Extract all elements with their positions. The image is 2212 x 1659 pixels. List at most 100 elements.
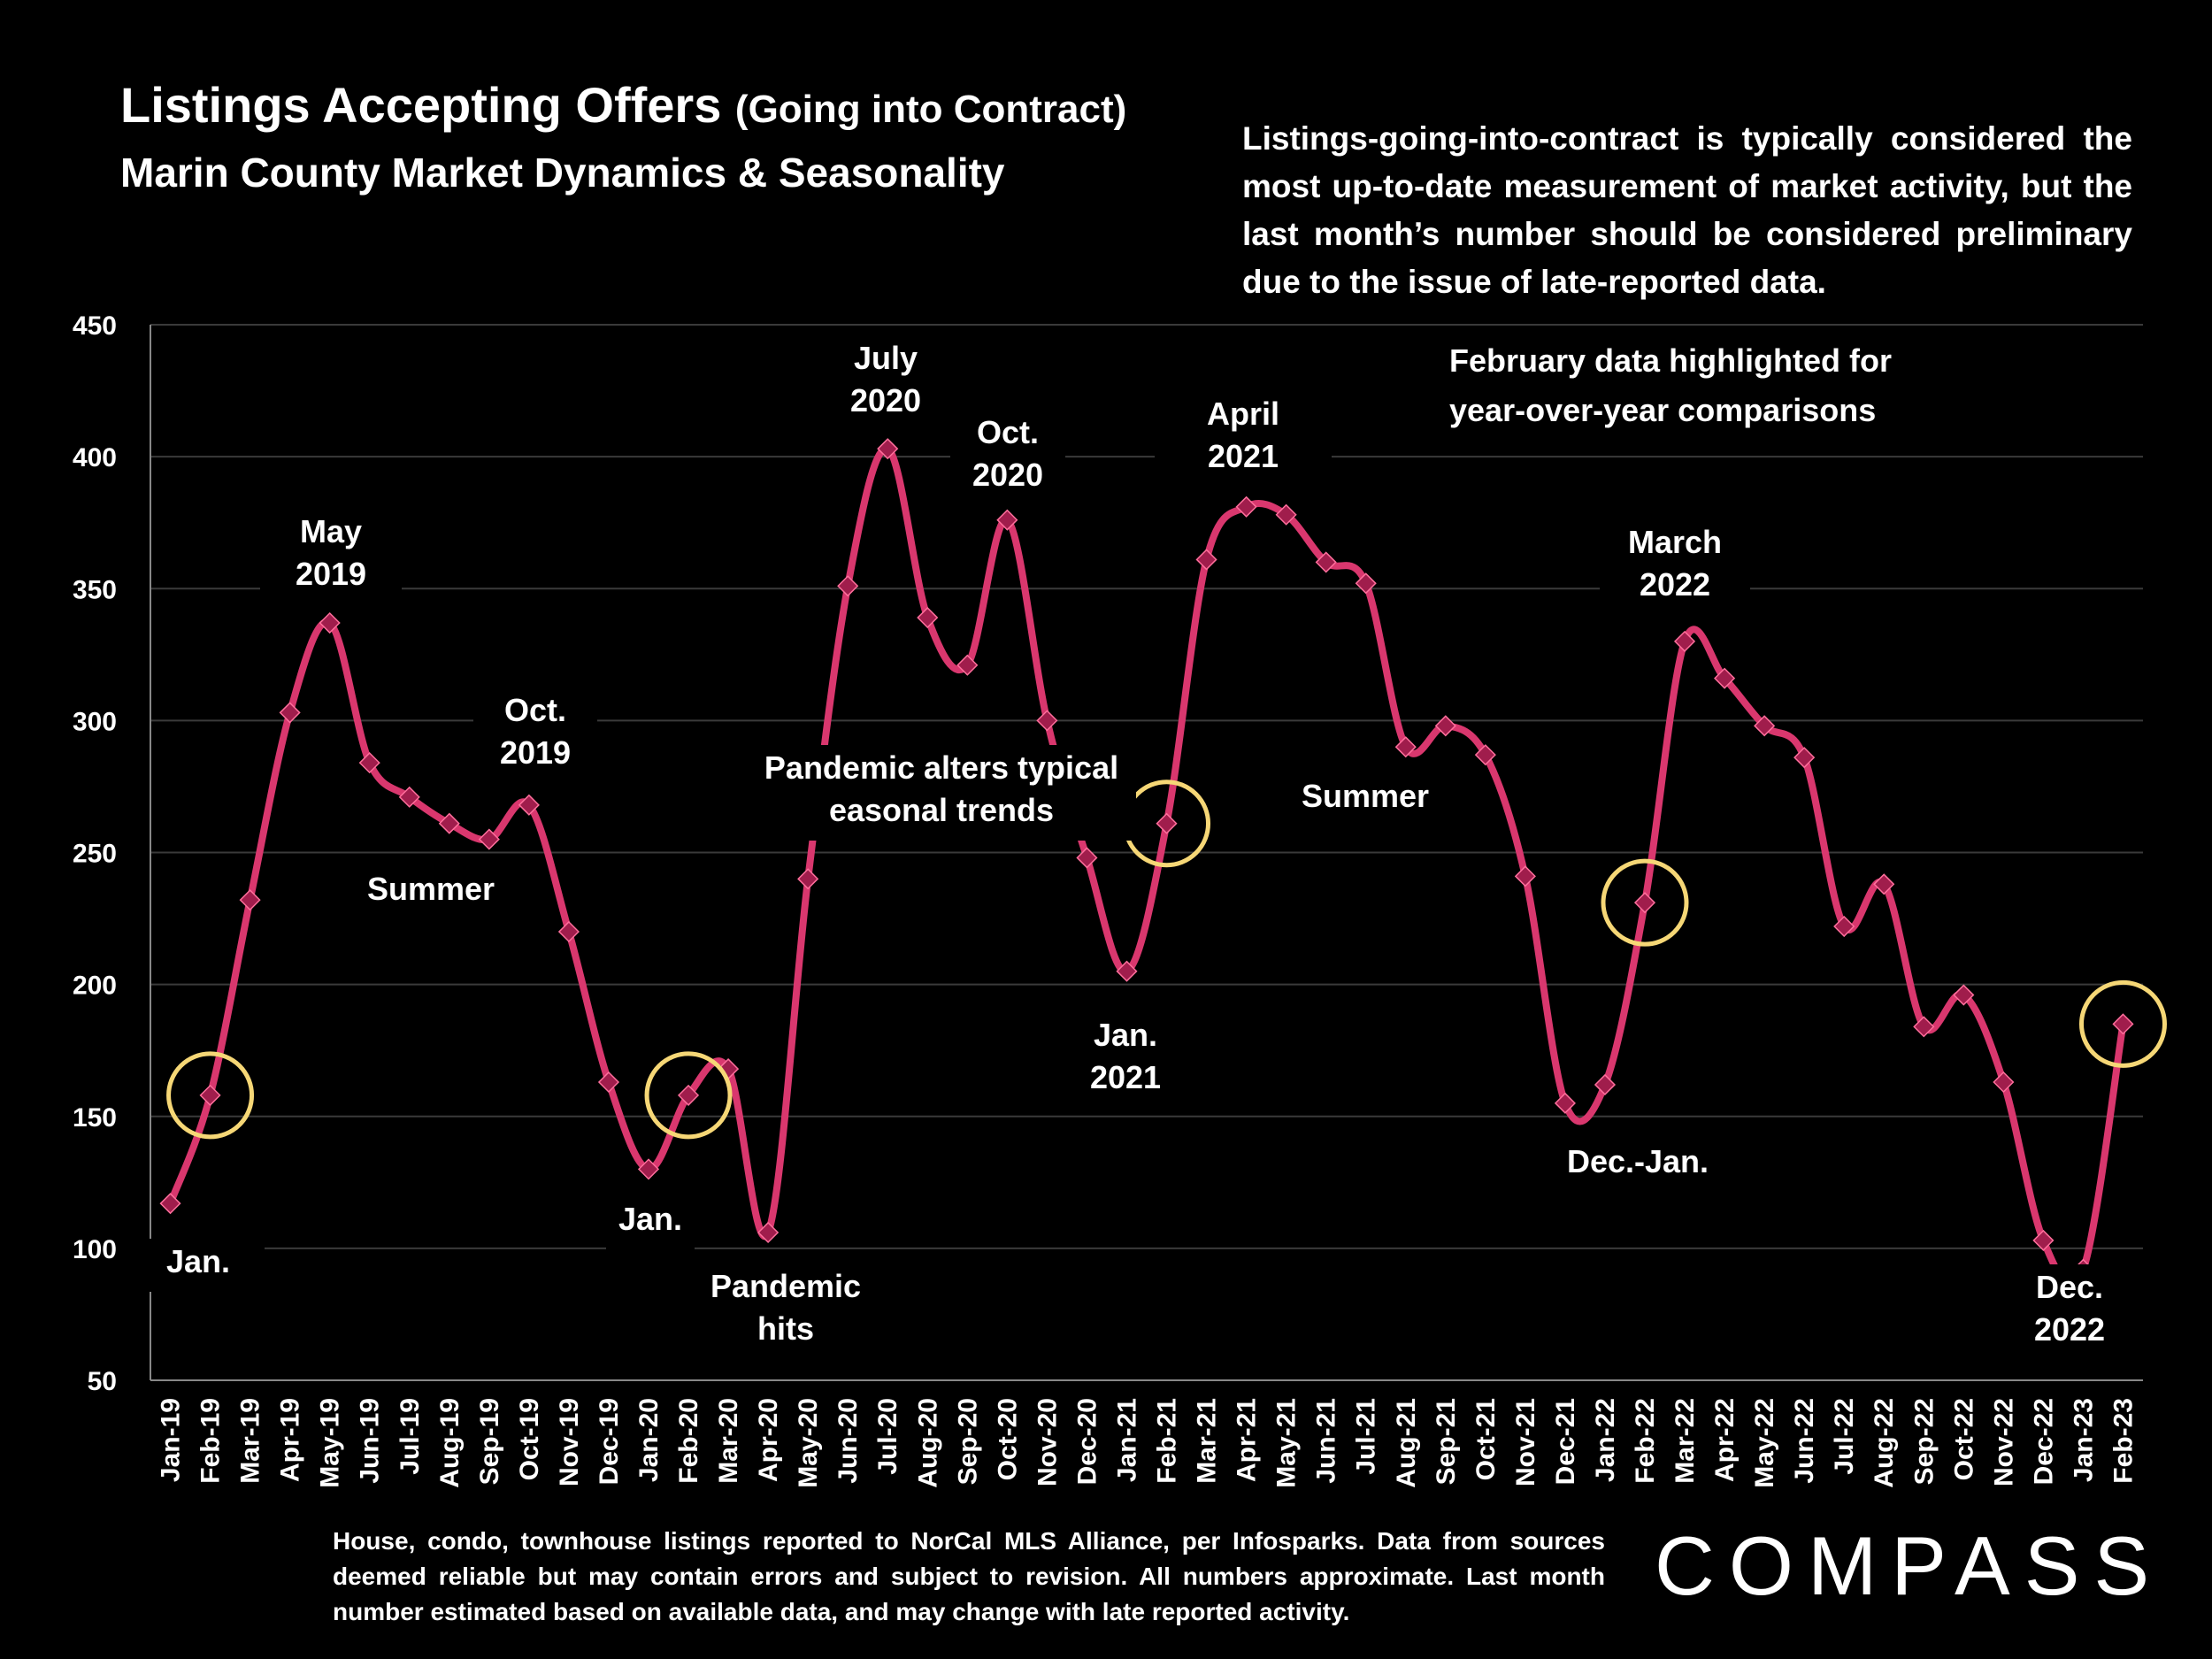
- x-tick-label: Apr-20: [754, 1398, 783, 1482]
- annotation-text: May: [300, 513, 362, 549]
- x-tick-label: Jun-20: [833, 1398, 863, 1484]
- annotation-text: April: [1207, 396, 1279, 432]
- data-point-Nov-22: [1993, 1071, 2015, 1094]
- x-tick-label: Jan-23: [2069, 1398, 2098, 1482]
- chart-title-main: Listings Accepting Offers: [120, 77, 722, 133]
- data-point-Jun-20: [837, 575, 859, 597]
- annotation-text: Pandemic: [710, 1268, 861, 1304]
- x-tick-label: Mar-19: [236, 1398, 265, 1484]
- annotation-text: Jan.: [166, 1243, 230, 1279]
- y-tick-label: 200: [73, 972, 117, 1001]
- x-tick-label: May-21: [1272, 1398, 1302, 1488]
- y-axis: 50 100 150 200 250 300 350 400 450: [73, 311, 151, 1396]
- x-tick-label: Oct-22: [1949, 1398, 1978, 1480]
- x-tick-label: Jan-20: [634, 1398, 664, 1482]
- annotation: Dec. 2022: [2016, 1264, 2123, 1360]
- data-point-Apr-20: [757, 1221, 780, 1244]
- chart-subtitle: Marin County Market Dynamics & Seasonali…: [120, 150, 1005, 196]
- annotation: Jan. 2021: [1068, 1012, 1183, 1108]
- annotation-text: July: [854, 340, 918, 376]
- data-point-Dec-19: [597, 1071, 620, 1094]
- x-tick-label: Apr-22: [1710, 1398, 1740, 1482]
- annotation-backdrop: [132, 1239, 265, 1292]
- x-tick-label: Aug-20: [913, 1398, 942, 1488]
- x-tick-label: Mar-21: [1193, 1398, 1222, 1484]
- explanatory-note: Listings-going-into-contract is typicall…: [1242, 120, 2132, 300]
- y-tick-label: 250: [73, 840, 117, 869]
- x-tick-label: Feb-19: [196, 1398, 226, 1484]
- data-point-May-20: [797, 868, 819, 890]
- annotation: May 2019: [260, 509, 402, 604]
- annotation-text: 2020: [972, 457, 1043, 493]
- data-point-Feb-22: [1633, 892, 1656, 914]
- x-tick-label: Nov-22: [1989, 1398, 2018, 1486]
- annotation: April 2021: [1155, 391, 1332, 487]
- annotation-backdrop: [697, 1263, 874, 1359]
- x-axis: Jan-19 Feb-19 Mar-19 Apr-19 May-19 Jun-19 Jul-…: [150, 1379, 2143, 1488]
- data-point-Apr-21: [1235, 495, 1257, 518]
- data-point-Feb-20: [677, 1084, 700, 1106]
- highlight-caption: February data highlighted for year-over-y…: [1442, 334, 1973, 434]
- annotation-text: March: [1628, 524, 1722, 560]
- annotation: Oct. 2020: [950, 410, 1065, 505]
- x-tick-label: Dec-22: [2029, 1398, 2058, 1485]
- annotation: Jan.: [132, 1239, 265, 1292]
- data-point-Nov-20: [1036, 710, 1058, 732]
- annotation: Dec.-Jan.: [1558, 1139, 1717, 1192]
- caption-backdrop: [1442, 334, 1973, 434]
- data-point-Sep-21: [1434, 715, 1456, 737]
- data-point-Jul-20: [877, 438, 899, 460]
- x-tick-label: Sep-20: [953, 1398, 982, 1485]
- source-footnote: House, condo, townhouse listings reporte…: [333, 1527, 1605, 1625]
- data-point-Jan-20: [637, 1158, 660, 1180]
- annotation-backdrop: [1600, 519, 1750, 615]
- annotation-text: 2021: [1090, 1059, 1161, 1095]
- annotation-backdrop: [473, 687, 597, 783]
- annotation-text: Jan.: [1094, 1017, 1157, 1053]
- x-tick-label: Jun-21: [1312, 1398, 1341, 1484]
- annotation-text: Oct.: [504, 692, 566, 728]
- highlight-circle-Feb-22: [1601, 858, 1689, 947]
- annotation: Oct. 2019: [473, 687, 597, 783]
- data-point-Nov-19: [557, 920, 580, 943]
- annotation-backdrop: [747, 745, 1136, 841]
- x-tick-label: Jan-21: [1112, 1398, 1141, 1482]
- annotation-backdrop: [1068, 1012, 1183, 1108]
- x-tick-label: Nov-21: [1511, 1398, 1540, 1486]
- data-point-Oct-20: [996, 509, 1018, 531]
- data-point-Apr-22: [1714, 667, 1736, 689]
- annotation-text: Oct.: [977, 414, 1039, 450]
- data-point-Jan-21: [1116, 960, 1138, 982]
- x-tick-label: Jul-20: [873, 1398, 902, 1475]
- x-tick-label: Nov-19: [555, 1398, 584, 1486]
- annotation-backdrop: [606, 1196, 695, 1249]
- data-point-Jun-21: [1315, 551, 1337, 573]
- y-tick-label: 450: [73, 311, 117, 341]
- x-tick-label: May-22: [1750, 1398, 1779, 1488]
- annotation-backdrop: [260, 509, 402, 604]
- x-tick-label: Feb-20: [674, 1398, 703, 1484]
- annotation-text: 2021: [1208, 438, 1279, 474]
- data-point-Dec-21: [1554, 1092, 1576, 1114]
- data-point-Oct-19: [518, 794, 540, 816]
- x-tick-label: Jul-21: [1352, 1398, 1381, 1475]
- data-point-Aug-19: [438, 812, 460, 834]
- x-tick-label: Aug-22: [1870, 1398, 1899, 1488]
- annotation: Jan.: [606, 1196, 695, 1249]
- annotation-text: Jan.: [618, 1201, 682, 1237]
- data-point-Mar-19: [239, 889, 261, 911]
- y-tick-label: 150: [73, 1103, 117, 1133]
- x-tick-label: Mar-20: [714, 1398, 743, 1484]
- compass-logo: COMPASS: [1655, 1519, 2164, 1612]
- data-point-May-19: [319, 611, 341, 634]
- data-point-Dec-22: [2032, 1229, 2055, 1251]
- data-point-Oct-22: [1953, 984, 1975, 1006]
- annotation-text: 2022: [1640, 566, 1710, 603]
- data-point-Jun-19: [358, 752, 380, 774]
- x-tick-label: Jul-19: [396, 1398, 425, 1475]
- chart-title: Listings Accepting Offers (Going into Co…: [120, 76, 1126, 134]
- x-tick-label: Jan-22: [1591, 1398, 1620, 1482]
- x-tick-label: Aug-19: [435, 1398, 465, 1488]
- data-series: [159, 438, 2134, 1289]
- y-tick-label: 400: [73, 443, 117, 472]
